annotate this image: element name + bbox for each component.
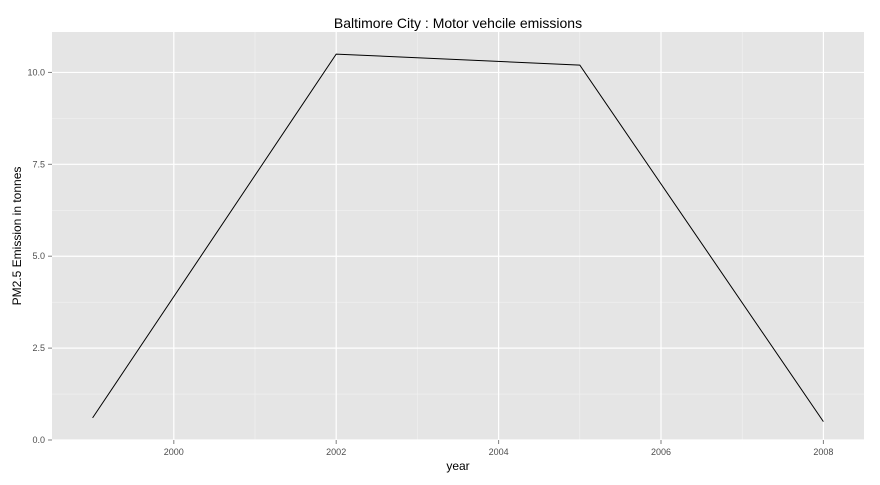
x-tick-label: 2004 <box>489 447 509 457</box>
y-axis-title: PM2.5 Emission in tonnes <box>10 167 24 306</box>
x-axis-title: year <box>446 459 469 473</box>
x-tick-label: 2006 <box>651 447 671 457</box>
x-tick-label: 2002 <box>326 447 346 457</box>
y-tick-label: 10.0 <box>27 67 45 77</box>
y-tick-label: 2.5 <box>32 343 45 353</box>
y-axis: 0.0 2.5 5.0 7.5 10.0 <box>27 67 52 445</box>
x-tick-label: 2000 <box>164 447 184 457</box>
major-gridlines <box>52 32 864 441</box>
y-tick-label: 7.5 <box>32 159 45 169</box>
series-layer <box>92 53 824 422</box>
y-tick-label: 5.0 <box>32 251 45 261</box>
chart-title: Baltimore City : Motor vehcile emissions <box>334 15 582 31</box>
x-axis: 2000 2002 2004 2006 2008 <box>164 440 833 457</box>
plot-panel <box>52 32 864 440</box>
series-line <box>92 53 824 422</box>
minor-gridlines <box>52 32 864 440</box>
x-tick-label: 2008 <box>813 447 833 457</box>
y-tick-label: 0.0 <box>32 435 45 445</box>
